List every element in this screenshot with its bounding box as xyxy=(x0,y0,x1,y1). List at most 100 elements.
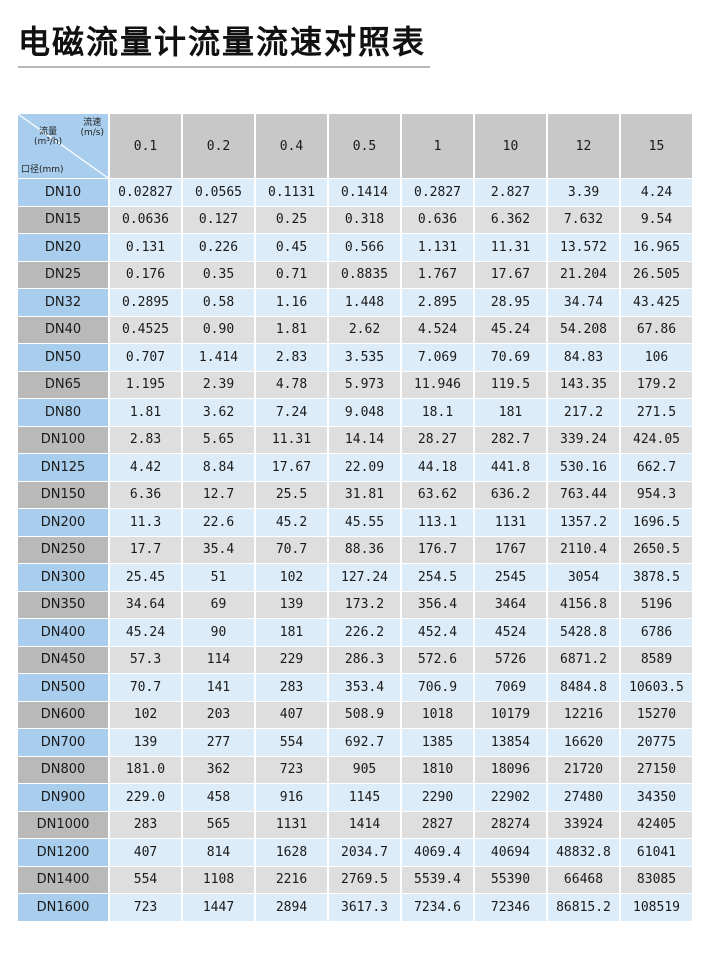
table-row: DN1000 283 565 1131 1414 2827 28274 33924 42405 xyxy=(18,811,692,838)
flow-value-cell: 424.05 xyxy=(621,426,692,453)
diameter-cell: DN500 xyxy=(18,674,108,701)
flow-value-cell: 1.131 xyxy=(402,234,473,261)
flow-value-cell: 11.31 xyxy=(475,234,546,261)
flow-value-cell: 4.524 xyxy=(402,316,473,343)
flow-value-cell: 90 xyxy=(183,619,254,646)
flow-value-cell: 40694 xyxy=(475,839,546,866)
flow-value-cell: 407 xyxy=(256,701,327,728)
flow-value-cell: 119.5 xyxy=(475,371,546,398)
diameter-cell: DN300 xyxy=(18,564,108,591)
flow-value-cell: 173.2 xyxy=(329,591,400,618)
flow-value-cell: 13854 xyxy=(475,729,546,756)
flow-value-cell: 9.54 xyxy=(621,206,692,233)
flow-value-cell: 2545 xyxy=(475,564,546,591)
flow-value-cell: 452.4 xyxy=(402,619,473,646)
flow-value-cell: 31.81 xyxy=(329,481,400,508)
flow-value-cell: 1696.5 xyxy=(621,509,692,536)
flow-value-cell: 1.448 xyxy=(329,289,400,316)
flow-value-cell: 954.3 xyxy=(621,481,692,508)
velocity-header: 15 xyxy=(621,114,692,178)
flow-value-cell: 229 xyxy=(256,646,327,673)
flow-axis-label: 流量 (m³/h) xyxy=(34,127,63,147)
table-row: DN400 45.24 90 181 226.2 452.4 4524 5428.8 6786 xyxy=(18,619,692,646)
diameter-cell: DN350 xyxy=(18,591,108,618)
flow-value-cell: 4524 xyxy=(475,619,546,646)
flow-value-cell: 27150 xyxy=(621,756,692,783)
velocity-header: 0.4 xyxy=(256,114,327,178)
flow-value-cell: 54.208 xyxy=(548,316,619,343)
flow-value-cell: 8484.8 xyxy=(548,674,619,701)
flow-value-cell: 763.44 xyxy=(548,481,619,508)
flow-value-cell: 11.3 xyxy=(110,509,181,536)
flow-value-cell: 554 xyxy=(256,729,327,756)
flow-value-cell: 5428.8 xyxy=(548,619,619,646)
table-row: DN500 70.7 141 283 353.4 706.9 7069 8484.8 10603… xyxy=(18,674,692,701)
diameter-cell: DN150 xyxy=(18,481,108,508)
flow-value-cell: 636.2 xyxy=(475,481,546,508)
flow-value-cell: 1.195 xyxy=(110,371,181,398)
flow-value-cell: 22902 xyxy=(475,784,546,811)
flow-velocity-table: 流速 (m/s) 流量 (m³/h) 口径(mm) 0.1 0.2 0.4 0.… xyxy=(16,113,694,922)
velocity-axis-label: 流速 (m/s) xyxy=(80,118,104,138)
table-row: DN65 1.195 2.39 4.78 5.973 11.946 119.5 143.35 1… xyxy=(18,371,692,398)
diameter-cell: DN400 xyxy=(18,619,108,646)
flow-value-cell: 353.4 xyxy=(329,674,400,701)
flow-value-cell: 139 xyxy=(110,729,181,756)
flow-value-cell: 25.5 xyxy=(256,481,327,508)
diameter-cell: DN32 xyxy=(18,289,108,316)
flow-value-cell: 108519 xyxy=(621,894,692,921)
flow-value-cell: 254.5 xyxy=(402,564,473,591)
table-row: DN700 139 277 554 692.7 1385 13854 16620 20775 xyxy=(18,729,692,756)
flow-value-cell: 114 xyxy=(183,646,254,673)
diameter-cell: DN1000 xyxy=(18,811,108,838)
flow-value-cell: 2216 xyxy=(256,866,327,893)
flow-value-cell: 181.0 xyxy=(110,756,181,783)
flow-value-cell: 102 xyxy=(256,564,327,591)
flow-value-cell: 0.2827 xyxy=(402,179,473,206)
table-row: DN1400 554 1108 2216 2769.5 5539.4 55390 66468 8… xyxy=(18,866,692,893)
flow-value-cell: 83085 xyxy=(621,866,692,893)
flow-value-cell: 0.707 xyxy=(110,344,181,371)
flow-value-cell: 66468 xyxy=(548,866,619,893)
table-row: DN50 0.707 1.414 2.83 3.535 7.069 70.69 84.83 10… xyxy=(18,344,692,371)
table-row: DN300 25.45 51 102 127.24 254.5 2545 3054 3878.5 xyxy=(18,564,692,591)
table-row: DN1600 723 1447 2894 3617.3 7234.6 72346 86815.… xyxy=(18,894,692,921)
flow-value-cell: 0.0565 xyxy=(183,179,254,206)
table-row: DN150 6.36 12.7 25.5 31.81 63.62 636.2 763.44 95… xyxy=(18,481,692,508)
flow-value-cell: 44.18 xyxy=(402,454,473,481)
flow-value-cell: 5539.4 xyxy=(402,866,473,893)
flow-value-cell: 0.25 xyxy=(256,206,327,233)
flow-value-cell: 72346 xyxy=(475,894,546,921)
flow-value-cell: 3464 xyxy=(475,591,546,618)
flow-value-cell: 8589 xyxy=(621,646,692,673)
flow-value-cell: 28274 xyxy=(475,811,546,838)
flow-value-cell: 283 xyxy=(256,674,327,701)
flow-value-cell: 17.7 xyxy=(110,536,181,563)
flow-value-cell: 706.9 xyxy=(402,674,473,701)
diameter-axis-label: 口径(mm) xyxy=(21,165,64,175)
velocity-header: 12 xyxy=(548,114,619,178)
flow-value-cell: 17.67 xyxy=(475,261,546,288)
table-row: DN1200 407 814 1628 2034.7 4069.4 40694 48832.8… xyxy=(18,839,692,866)
flow-value-cell: 2827 xyxy=(402,811,473,838)
flow-value-cell: 217.2 xyxy=(548,399,619,426)
diameter-cell: DN125 xyxy=(18,454,108,481)
flow-value-cell: 18096 xyxy=(475,756,546,783)
flow-value-cell: 814 xyxy=(183,839,254,866)
flow-value-cell: 407 xyxy=(110,839,181,866)
flow-value-cell: 63.62 xyxy=(402,481,473,508)
flow-value-cell: 3054 xyxy=(548,564,619,591)
diameter-cell: DN20 xyxy=(18,234,108,261)
flow-value-cell: 67.86 xyxy=(621,316,692,343)
flow-value-cell: 530.16 xyxy=(548,454,619,481)
flow-value-cell: 226.2 xyxy=(329,619,400,646)
table-row: DN32 0.2895 0.58 1.16 1.448 2.895 28.95 34.74 43… xyxy=(18,289,692,316)
flow-value-cell: 70.7 xyxy=(110,674,181,701)
diameter-cell: DN250 xyxy=(18,536,108,563)
diameter-cell: DN900 xyxy=(18,784,108,811)
flow-value-cell: 2894 xyxy=(256,894,327,921)
table-row: DN900 229.0 458 916 1145 2290 22902 27480 34350 xyxy=(18,784,692,811)
flow-value-cell: 362 xyxy=(183,756,254,783)
diameter-cell: DN200 xyxy=(18,509,108,536)
flow-value-cell: 28.27 xyxy=(402,426,473,453)
